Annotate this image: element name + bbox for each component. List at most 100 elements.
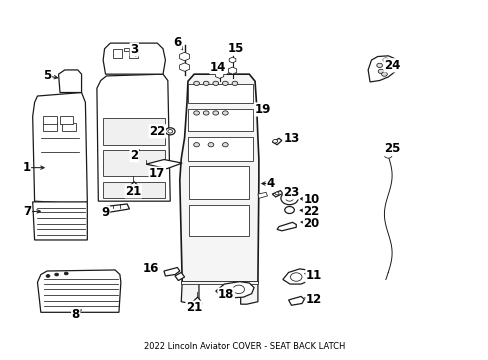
Circle shape xyxy=(203,81,208,85)
Polygon shape xyxy=(38,270,121,312)
Polygon shape xyxy=(105,204,129,212)
Polygon shape xyxy=(179,52,189,61)
Circle shape xyxy=(377,69,383,73)
Circle shape xyxy=(222,81,228,85)
Circle shape xyxy=(46,275,50,277)
Text: 10: 10 xyxy=(303,193,319,206)
Polygon shape xyxy=(277,222,296,231)
Polygon shape xyxy=(257,192,267,198)
Text: 11: 11 xyxy=(305,270,322,283)
Bar xyxy=(43,117,57,123)
Text: 22: 22 xyxy=(303,204,319,217)
Text: 24: 24 xyxy=(383,59,400,72)
Polygon shape xyxy=(228,67,236,74)
Circle shape xyxy=(167,130,172,133)
Polygon shape xyxy=(175,273,184,280)
Text: 18: 18 xyxy=(218,288,234,301)
Circle shape xyxy=(381,72,386,76)
Text: 7: 7 xyxy=(23,205,31,218)
Bar xyxy=(187,109,252,131)
Polygon shape xyxy=(240,282,257,304)
Circle shape xyxy=(193,81,199,85)
Polygon shape xyxy=(128,182,139,192)
Circle shape xyxy=(384,153,391,158)
Circle shape xyxy=(222,143,228,147)
Bar xyxy=(103,182,165,198)
Text: 22: 22 xyxy=(149,125,165,138)
Circle shape xyxy=(129,48,134,51)
Polygon shape xyxy=(33,93,87,204)
Polygon shape xyxy=(59,70,81,93)
Circle shape xyxy=(272,139,277,143)
Polygon shape xyxy=(146,159,182,169)
Polygon shape xyxy=(282,269,311,284)
Circle shape xyxy=(193,143,199,147)
Bar xyxy=(60,117,73,123)
Text: 8: 8 xyxy=(72,308,80,321)
Text: 16: 16 xyxy=(142,262,159,275)
Polygon shape xyxy=(180,74,258,282)
Text: 9: 9 xyxy=(101,206,109,219)
Circle shape xyxy=(285,195,293,201)
Polygon shape xyxy=(163,267,180,276)
Text: 6: 6 xyxy=(173,36,181,49)
Polygon shape xyxy=(215,282,254,298)
Polygon shape xyxy=(191,297,202,308)
Bar xyxy=(128,49,138,58)
Text: 17: 17 xyxy=(149,167,165,180)
Polygon shape xyxy=(215,71,224,78)
Circle shape xyxy=(193,111,199,115)
Polygon shape xyxy=(103,43,165,74)
Polygon shape xyxy=(272,190,282,197)
Circle shape xyxy=(212,111,218,115)
Circle shape xyxy=(208,143,213,147)
Bar xyxy=(189,166,249,199)
Circle shape xyxy=(212,81,218,85)
Text: 5: 5 xyxy=(43,69,51,82)
Polygon shape xyxy=(367,56,396,82)
Text: 2022 Lincoln Aviator COVER - SEAT BACK LATCH: 2022 Lincoln Aviator COVER - SEAT BACK L… xyxy=(143,342,345,351)
Bar xyxy=(62,123,76,131)
Polygon shape xyxy=(181,282,199,304)
Circle shape xyxy=(232,285,244,294)
Circle shape xyxy=(232,81,237,85)
Circle shape xyxy=(64,272,68,275)
Bar xyxy=(43,123,57,131)
Polygon shape xyxy=(179,63,189,71)
Polygon shape xyxy=(181,280,257,284)
Bar xyxy=(187,136,252,161)
Text: 4: 4 xyxy=(266,177,274,190)
Text: 14: 14 xyxy=(209,60,226,73)
Text: 2: 2 xyxy=(130,149,138,162)
Circle shape xyxy=(284,207,294,213)
Polygon shape xyxy=(288,296,304,305)
Bar xyxy=(187,84,252,103)
Circle shape xyxy=(203,111,208,115)
Bar xyxy=(112,49,122,58)
Circle shape xyxy=(280,192,298,205)
Text: 19: 19 xyxy=(254,103,270,116)
Polygon shape xyxy=(272,138,281,145)
Circle shape xyxy=(165,128,175,135)
Text: 21: 21 xyxy=(185,301,202,314)
Circle shape xyxy=(376,63,382,67)
Text: 13: 13 xyxy=(283,132,299,145)
Circle shape xyxy=(290,273,302,281)
Bar xyxy=(103,118,165,145)
Bar xyxy=(103,150,165,176)
Text: 23: 23 xyxy=(283,186,299,199)
Circle shape xyxy=(382,58,388,62)
Circle shape xyxy=(222,111,228,115)
Text: 1: 1 xyxy=(22,161,30,174)
Text: 3: 3 xyxy=(130,43,138,56)
Text: 20: 20 xyxy=(303,217,319,230)
Text: 25: 25 xyxy=(383,143,400,156)
Polygon shape xyxy=(229,57,235,63)
Text: 15: 15 xyxy=(227,42,244,55)
Circle shape xyxy=(275,192,279,195)
Circle shape xyxy=(385,67,390,71)
Circle shape xyxy=(55,273,59,276)
Bar xyxy=(123,48,128,51)
Text: 21: 21 xyxy=(125,185,141,198)
Polygon shape xyxy=(97,74,170,201)
